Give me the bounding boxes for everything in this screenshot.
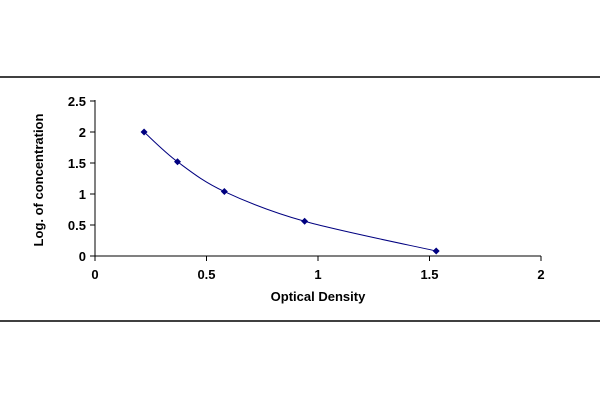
y-ticks: 0 0.5 1 1.5 2 2.5 bbox=[68, 94, 95, 264]
x-ticks: 0 0.5 1 1.5 2 bbox=[91, 256, 545, 282]
data-point bbox=[432, 247, 440, 255]
y-tick-label: 0.5 bbox=[68, 218, 86, 233]
y-tick-label: 1 bbox=[79, 187, 86, 202]
x-tick-label: 1.5 bbox=[420, 267, 438, 282]
y-tick-label: 0 bbox=[79, 249, 86, 264]
data-point bbox=[140, 128, 148, 136]
data-point bbox=[220, 188, 228, 196]
y-tick-label: 2 bbox=[79, 125, 86, 140]
x-axis-title: Optical Density bbox=[271, 289, 366, 304]
x-tick-label: 0.5 bbox=[197, 267, 215, 282]
x-tick-label: 0 bbox=[91, 267, 98, 282]
x-tick-label: 1 bbox=[314, 267, 321, 282]
y-tick-label: 2.5 bbox=[68, 94, 86, 109]
plot-area: 0 0.5 1 1.5 2 2.5 0 0.5 1 1.5 2 bbox=[68, 94, 545, 282]
x-tick-label: 2 bbox=[537, 267, 544, 282]
data-point bbox=[301, 217, 309, 225]
y-tick-label: 1.5 bbox=[68, 156, 86, 171]
data-point bbox=[174, 158, 182, 166]
y-axis-title: Log. of concentration bbox=[31, 114, 46, 247]
data-points bbox=[140, 128, 440, 255]
trend-curve bbox=[143, 131, 437, 252]
